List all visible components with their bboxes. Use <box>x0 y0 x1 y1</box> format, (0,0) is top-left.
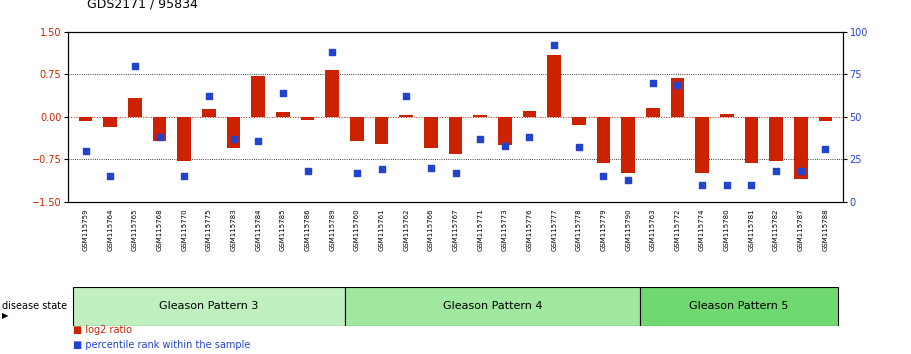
Bar <box>572 117 586 125</box>
Point <box>793 169 808 174</box>
Bar <box>670 78 684 117</box>
Point <box>522 135 537 140</box>
Bar <box>548 55 561 117</box>
Bar <box>621 117 635 173</box>
Point <box>596 173 610 179</box>
Point <box>301 169 315 174</box>
Point <box>670 82 685 87</box>
Point <box>128 63 142 69</box>
Bar <box>153 117 167 141</box>
Bar <box>227 117 241 148</box>
Point <box>152 135 167 140</box>
Bar <box>646 108 660 117</box>
Bar <box>350 117 363 141</box>
Point <box>695 182 710 188</box>
Bar <box>325 70 339 117</box>
Point <box>201 93 216 99</box>
FancyBboxPatch shape <box>640 287 838 326</box>
Point <box>424 165 438 171</box>
Point <box>448 170 463 176</box>
Point <box>818 146 833 152</box>
Bar <box>695 117 709 173</box>
Bar <box>474 115 487 117</box>
Point <box>497 143 512 149</box>
Bar <box>424 117 437 148</box>
Point <box>399 93 414 99</box>
Bar <box>449 117 462 154</box>
Text: ▶: ▶ <box>2 310 8 320</box>
Point <box>374 167 389 172</box>
Bar <box>251 76 265 117</box>
Point <box>226 136 241 142</box>
Bar <box>79 117 92 121</box>
Point <box>646 80 660 86</box>
Point <box>276 90 291 96</box>
Text: Gleason Pattern 4: Gleason Pattern 4 <box>443 301 542 311</box>
Point <box>769 169 783 174</box>
Text: Gleason Pattern 3: Gleason Pattern 3 <box>159 301 259 311</box>
Bar <box>794 117 807 179</box>
Point <box>473 136 487 142</box>
Point <box>350 170 364 176</box>
Bar <box>720 114 733 117</box>
Bar <box>202 109 216 117</box>
Point <box>744 182 759 188</box>
Bar <box>374 117 388 144</box>
Bar <box>498 117 512 145</box>
Point <box>177 173 191 179</box>
FancyBboxPatch shape <box>344 287 640 326</box>
Bar <box>301 117 314 120</box>
Bar <box>178 117 191 161</box>
Point <box>720 182 734 188</box>
Bar <box>104 117 117 127</box>
Text: ■ log2 ratio: ■ log2 ratio <box>73 325 132 335</box>
Text: disease state: disease state <box>2 301 67 311</box>
Bar <box>399 115 413 117</box>
Point <box>620 177 635 183</box>
Point <box>325 50 340 55</box>
Bar <box>276 112 290 117</box>
Bar <box>744 117 758 163</box>
FancyBboxPatch shape <box>73 287 344 326</box>
Point <box>78 148 93 154</box>
Bar <box>769 117 783 161</box>
Bar <box>819 117 832 121</box>
Point <box>251 138 265 143</box>
Point <box>103 173 118 179</box>
Bar <box>597 117 610 163</box>
Text: Gleason Pattern 5: Gleason Pattern 5 <box>690 301 789 311</box>
Text: ■ percentile rank within the sample: ■ percentile rank within the sample <box>73 341 251 350</box>
Point <box>547 42 561 48</box>
Bar <box>523 111 537 117</box>
Bar <box>128 98 142 117</box>
Text: GDS2171 / 95834: GDS2171 / 95834 <box>87 0 198 11</box>
Point <box>571 144 586 150</box>
